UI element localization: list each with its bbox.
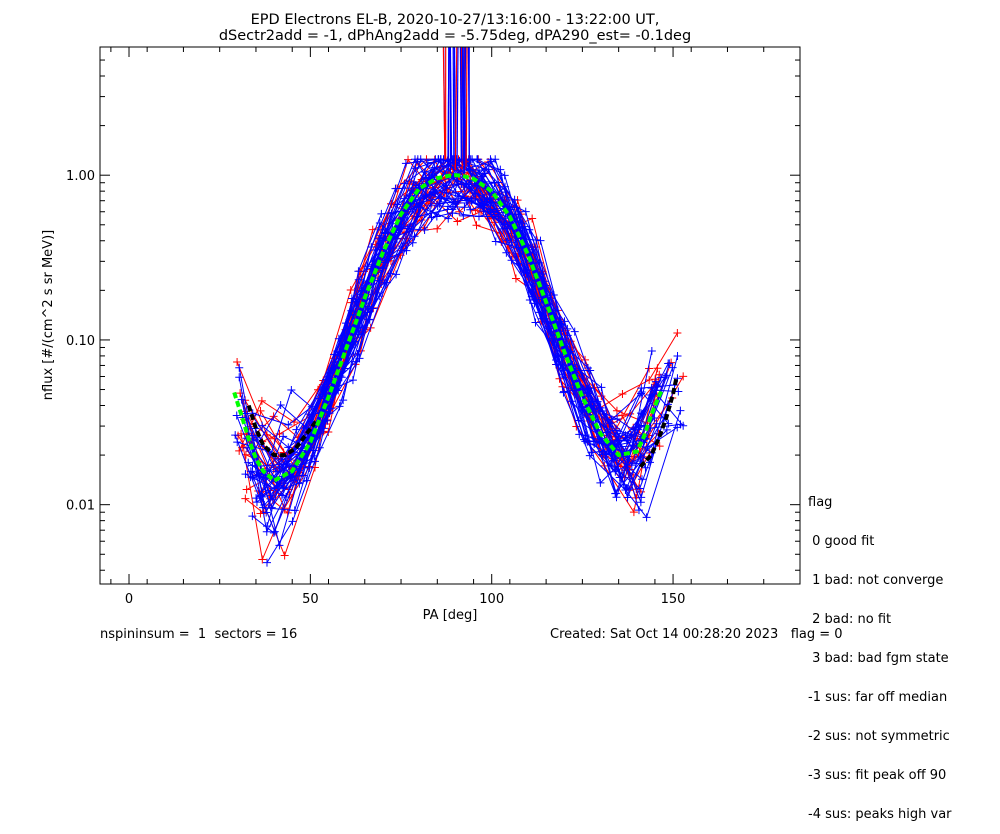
- blue-curve: [263, 166, 648, 530]
- y-tick-label: 0.10: [66, 334, 95, 349]
- flag-legend-item: -1 sus: far off median: [808, 691, 952, 704]
- chart-title: EPD Electrons EL-B, 2020-10-27/13:16:00 …: [251, 12, 660, 28]
- flag-legend-item: -3 sus: fit peak off 90: [808, 769, 952, 782]
- red-curve-point: [679, 372, 687, 380]
- flag-legend-item: -4 sus: peaks high var: [808, 808, 952, 821]
- blue-curve-point: [648, 347, 656, 355]
- blue-curve: [253, 172, 672, 506]
- red-curve-point: [258, 397, 266, 405]
- red-curves: [233, 155, 687, 563]
- flag-legend-item: -2 sus: not symmetric: [808, 730, 952, 743]
- flag-legend-item: 1 bad: not converge: [808, 574, 952, 587]
- blue-curve-point: [612, 493, 620, 501]
- blue-curve-point: [624, 494, 632, 502]
- blue-curve-point: [235, 364, 243, 372]
- blue-curve-point: [643, 513, 651, 521]
- x-axis-label: PA [deg]: [423, 608, 478, 623]
- blue-curve-point: [571, 328, 579, 336]
- blue-curve-line: [262, 181, 656, 498]
- blue-curve-point: [637, 493, 645, 501]
- red-curve-point: [243, 486, 251, 494]
- red-curve-point: [618, 390, 626, 398]
- blue-curve-point: [263, 522, 271, 530]
- blue-curves: [231, 47, 687, 567]
- red-curve-point: [528, 215, 536, 223]
- blue-curve-point: [349, 376, 357, 384]
- red-curve-point: [256, 407, 264, 415]
- vertical-spike: [453, 47, 454, 171]
- x-tick-label: 0: [125, 592, 133, 607]
- blue-curve-point: [674, 352, 682, 360]
- x-tick-label: 50: [302, 592, 319, 607]
- footer-left: nspininsum = 1 sectors = 16: [100, 627, 297, 642]
- red-curve-point: [281, 552, 289, 560]
- blue-curve-line: [267, 170, 644, 526]
- flag-legend-title: flag: [808, 496, 952, 509]
- red-curve-point: [347, 286, 355, 294]
- red-curve: [258, 163, 648, 517]
- vertical-spike: [466, 47, 467, 167]
- flag-legend-item: 0 good fit: [808, 535, 952, 548]
- red-curve-line: [260, 172, 659, 514]
- vertical-spike: [457, 47, 458, 171]
- x-axis: 0 50 100 150: [111, 47, 764, 607]
- red-curve-point: [233, 358, 241, 366]
- y-axis: 0.01 0.10 1.00: [66, 47, 800, 570]
- blue-curve-point: [275, 541, 283, 549]
- flag-legend-item: 3 bad: bad fgm state: [808, 652, 952, 665]
- red-curve-point: [673, 329, 681, 337]
- y-tick-label: 0.01: [66, 499, 95, 514]
- footer-right: Created: Sat Oct 14 00:28:20 2023 flag =…: [550, 627, 843, 642]
- blue-curve: [263, 174, 671, 567]
- flag-legend-item: 2 bad: no fit: [808, 613, 952, 626]
- red-curve-point: [512, 274, 520, 282]
- red-curve-line: [262, 167, 644, 513]
- red-curve-line: [245, 196, 659, 513]
- blue-curve-point: [459, 212, 467, 220]
- flag-legend: flag 0 good fit 1 bad: not converge 2 ba…: [808, 470, 952, 834]
- blue-curve-point: [676, 407, 684, 415]
- y-axis-label: nflux [#/(cm^2 s sr MeV)]: [41, 230, 56, 400]
- red-curve-point: [630, 508, 638, 516]
- blue-curve-point: [271, 528, 279, 536]
- x-tick-label: 150: [661, 592, 686, 607]
- vertical-spike: [443, 47, 444, 159]
- chart-subtitle: dSectr2add = -1, dPhAng2add = -5.75deg, …: [219, 28, 691, 44]
- red-curve: [237, 162, 640, 564]
- y-tick-label: 1.00: [66, 169, 95, 184]
- x-tick-label: 100: [479, 592, 504, 607]
- vertical-spike: [455, 47, 456, 170]
- red-curve-point: [472, 221, 480, 229]
